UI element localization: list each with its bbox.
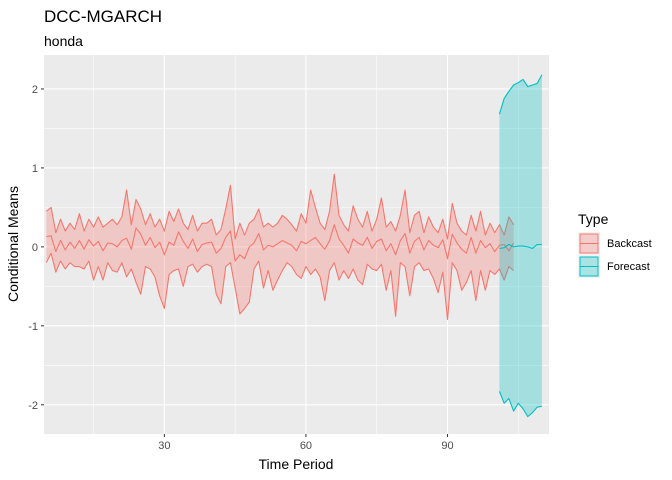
y-tick-label: 0 [32, 242, 38, 254]
forecast-upper-line [498, 74, 543, 115]
forecast-mean-line [499, 243, 542, 249]
plot-panel [44, 55, 549, 434]
legend-item-backcast: Backcast [578, 232, 652, 255]
forecast-lower-line [498, 391, 543, 418]
chart-title: DCC-MGARCH [44, 7, 162, 26]
x-tick-label: 90 [441, 440, 453, 452]
minor-gridlines [44, 55, 549, 434]
legend-label-backcast: Backcast [607, 238, 652, 250]
y-tick-label: 2 [32, 84, 38, 96]
backcast-upper-line [46, 173, 515, 240]
legend-label-forecast: Forecast [607, 261, 650, 273]
series-forecast [498, 74, 543, 418]
y-tick-label: -1 [28, 321, 38, 333]
series-layer [45, 74, 543, 418]
major-gridlines [44, 55, 549, 434]
y-axis: 2 1 0 -1 -2 [28, 84, 44, 412]
y-tick-label: -2 [28, 400, 38, 412]
chart-subtitle: honda [44, 33, 83, 49]
backcast-ribbon [46, 174, 514, 320]
legend-item-forecast: Forecast [578, 255, 650, 278]
legend: Type Backcast Forecast [578, 211, 652, 278]
legend-title: Type [578, 211, 609, 227]
x-tick-label: 60 [300, 440, 312, 452]
backcast-lower-line [45, 252, 514, 321]
y-axis-title: Conditional Means [5, 186, 21, 302]
x-axis: 30 60 90 [158, 434, 454, 452]
backcast-mean-line [46, 224, 515, 262]
x-axis-title: Time Period [259, 456, 334, 472]
x-tick-label: 30 [158, 440, 170, 452]
series-backcast [45, 173, 515, 321]
y-tick-label: 1 [32, 163, 38, 175]
